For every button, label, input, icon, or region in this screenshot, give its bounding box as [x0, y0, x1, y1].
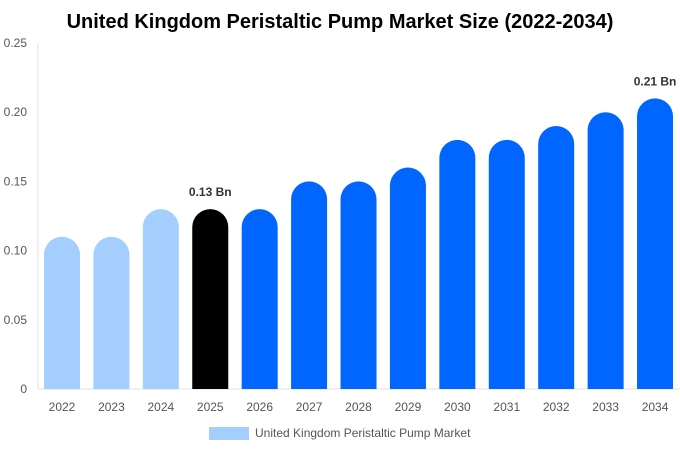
bar-2027[interactable] [291, 181, 328, 389]
bar-2028[interactable] [340, 181, 377, 389]
x-tick-label: 2032 [543, 400, 570, 414]
y-tick-label: 0.05 [4, 313, 28, 327]
chart-title: United Kingdom Peristaltic Pump Market S… [67, 11, 614, 33]
x-tick-label: 2029 [395, 400, 422, 414]
y-tick-label: 0.10 [4, 244, 28, 258]
bar-2031[interactable] [488, 139, 525, 389]
bar-2032[interactable] [538, 126, 575, 390]
bar-2024[interactable] [142, 209, 179, 389]
x-tick-label: 2023 [98, 400, 125, 414]
x-tick-label: 2022 [49, 400, 76, 414]
bar-2022[interactable] [44, 236, 80, 389]
x-tick-label: 2026 [246, 400, 273, 414]
x-tick-label: 2033 [592, 400, 619, 414]
bar-2033[interactable] [587, 112, 624, 389]
y-tick-label: 0.25 [4, 36, 28, 50]
y-tick-label: 0.20 [4, 105, 28, 119]
bar-2030[interactable] [439, 139, 476, 389]
bar-2025[interactable] [192, 209, 229, 389]
data-label: 0.21 Bn [634, 74, 677, 88]
legend[interactable]: United Kingdom Peristaltic Pump Market [209, 426, 471, 440]
x-tick-label: 2028 [345, 400, 372, 414]
data-label: 0.13 Bn [189, 185, 232, 199]
bar-2026[interactable] [241, 209, 278, 389]
x-tick-label: 2030 [444, 400, 471, 414]
x-tick-label: 2027 [296, 400, 323, 414]
x-tick-label: 2031 [493, 400, 520, 414]
x-tick-label: 2024 [147, 400, 174, 414]
x-tick-label: 2034 [642, 400, 669, 414]
legend-label: United Kingdom Peristaltic Pump Market [255, 426, 471, 440]
x-tick-label: 2025 [197, 400, 224, 414]
bar-2034[interactable] [637, 98, 674, 390]
legend-swatch [209, 427, 249, 440]
y-tick-label: 0.15 [4, 174, 28, 188]
bar-2029[interactable] [389, 167, 426, 389]
y-tick-label: 0 [20, 382, 27, 396]
bar-2023[interactable] [93, 236, 130, 389]
